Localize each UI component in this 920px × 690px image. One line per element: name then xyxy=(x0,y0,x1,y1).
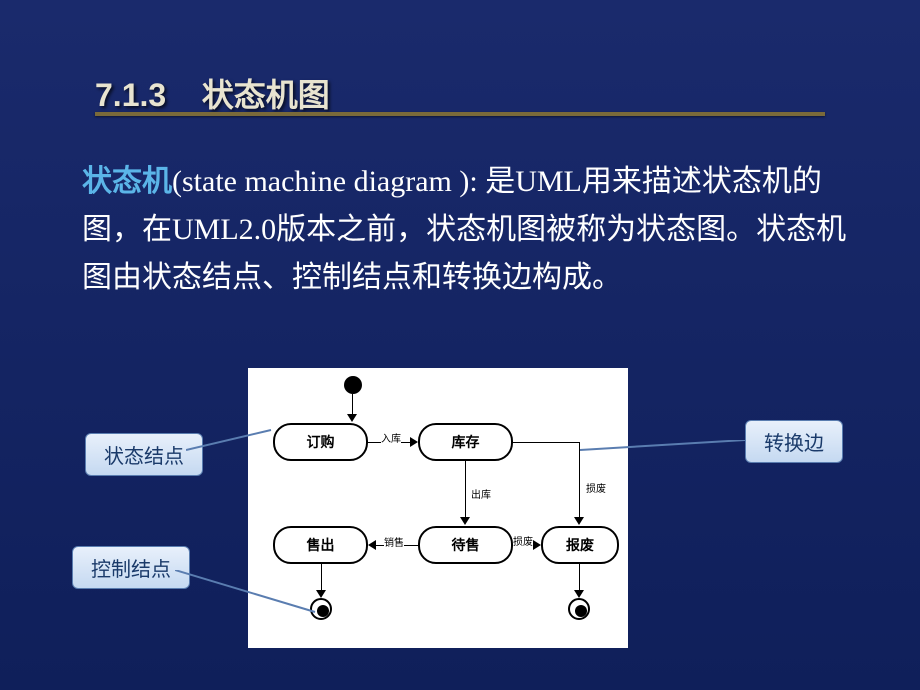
arrowhead-icon xyxy=(368,540,376,550)
edge-sold-final xyxy=(321,564,322,592)
state-node-stock: 库存 xyxy=(418,423,513,461)
arrowhead-icon xyxy=(347,414,357,422)
state-label: 报废 xyxy=(566,535,594,555)
final-state-icon xyxy=(568,598,590,620)
section-title: 状态机图 xyxy=(202,77,330,113)
state-node-order: 订购 xyxy=(273,423,368,461)
section-number: 7.1.3 xyxy=(95,77,166,113)
edge-scrap-final xyxy=(579,564,580,592)
state-node-scrap: 报废 xyxy=(541,526,619,564)
callout-pointer-line xyxy=(186,425,276,455)
edge-stock-scrap-h xyxy=(513,442,580,443)
arrowhead-icon xyxy=(460,517,470,525)
heading-underline xyxy=(95,112,825,116)
state-node-sold: 售出 xyxy=(273,526,368,564)
arrowhead-icon xyxy=(574,517,584,525)
callout-control-node: 控制结点 xyxy=(72,546,190,589)
edge-label: 损废 xyxy=(513,533,533,548)
initial-state-icon xyxy=(344,376,362,394)
state-label: 订购 xyxy=(307,432,335,452)
term-paren: (state machine diagram ): xyxy=(172,165,478,198)
state-label: 待售 xyxy=(452,535,480,555)
arrowhead-icon xyxy=(574,590,584,598)
edge-stock-forsale xyxy=(465,461,466,519)
arrowhead-icon xyxy=(410,437,418,447)
edge-label: 损废 xyxy=(586,480,606,495)
callout-transition: 转换边 xyxy=(745,420,843,463)
arrowhead-icon xyxy=(533,540,541,550)
edge-label: 入库 xyxy=(381,430,401,445)
callout-pointer-line xyxy=(580,440,750,460)
body-paragraph: 状态机(state machine diagram ): 是UML用来描述状态机… xyxy=(82,158,852,302)
state-label: 售出 xyxy=(307,535,335,555)
callout-text: 状态结点 xyxy=(104,446,184,468)
term-highlight: 状态机 xyxy=(82,165,172,198)
callout-pointer-line xyxy=(175,570,320,620)
edge-label: 销售 xyxy=(384,534,404,549)
callout-text: 转换边 xyxy=(764,433,824,455)
state-node-forsale: 待售 xyxy=(418,526,513,564)
state-label: 库存 xyxy=(452,432,480,452)
callout-text: 控制结点 xyxy=(91,559,171,581)
edge-label: 出库 xyxy=(471,486,491,501)
edge-initial-order xyxy=(352,394,353,416)
section-heading: 7.1.3 状态机图 xyxy=(95,70,330,116)
